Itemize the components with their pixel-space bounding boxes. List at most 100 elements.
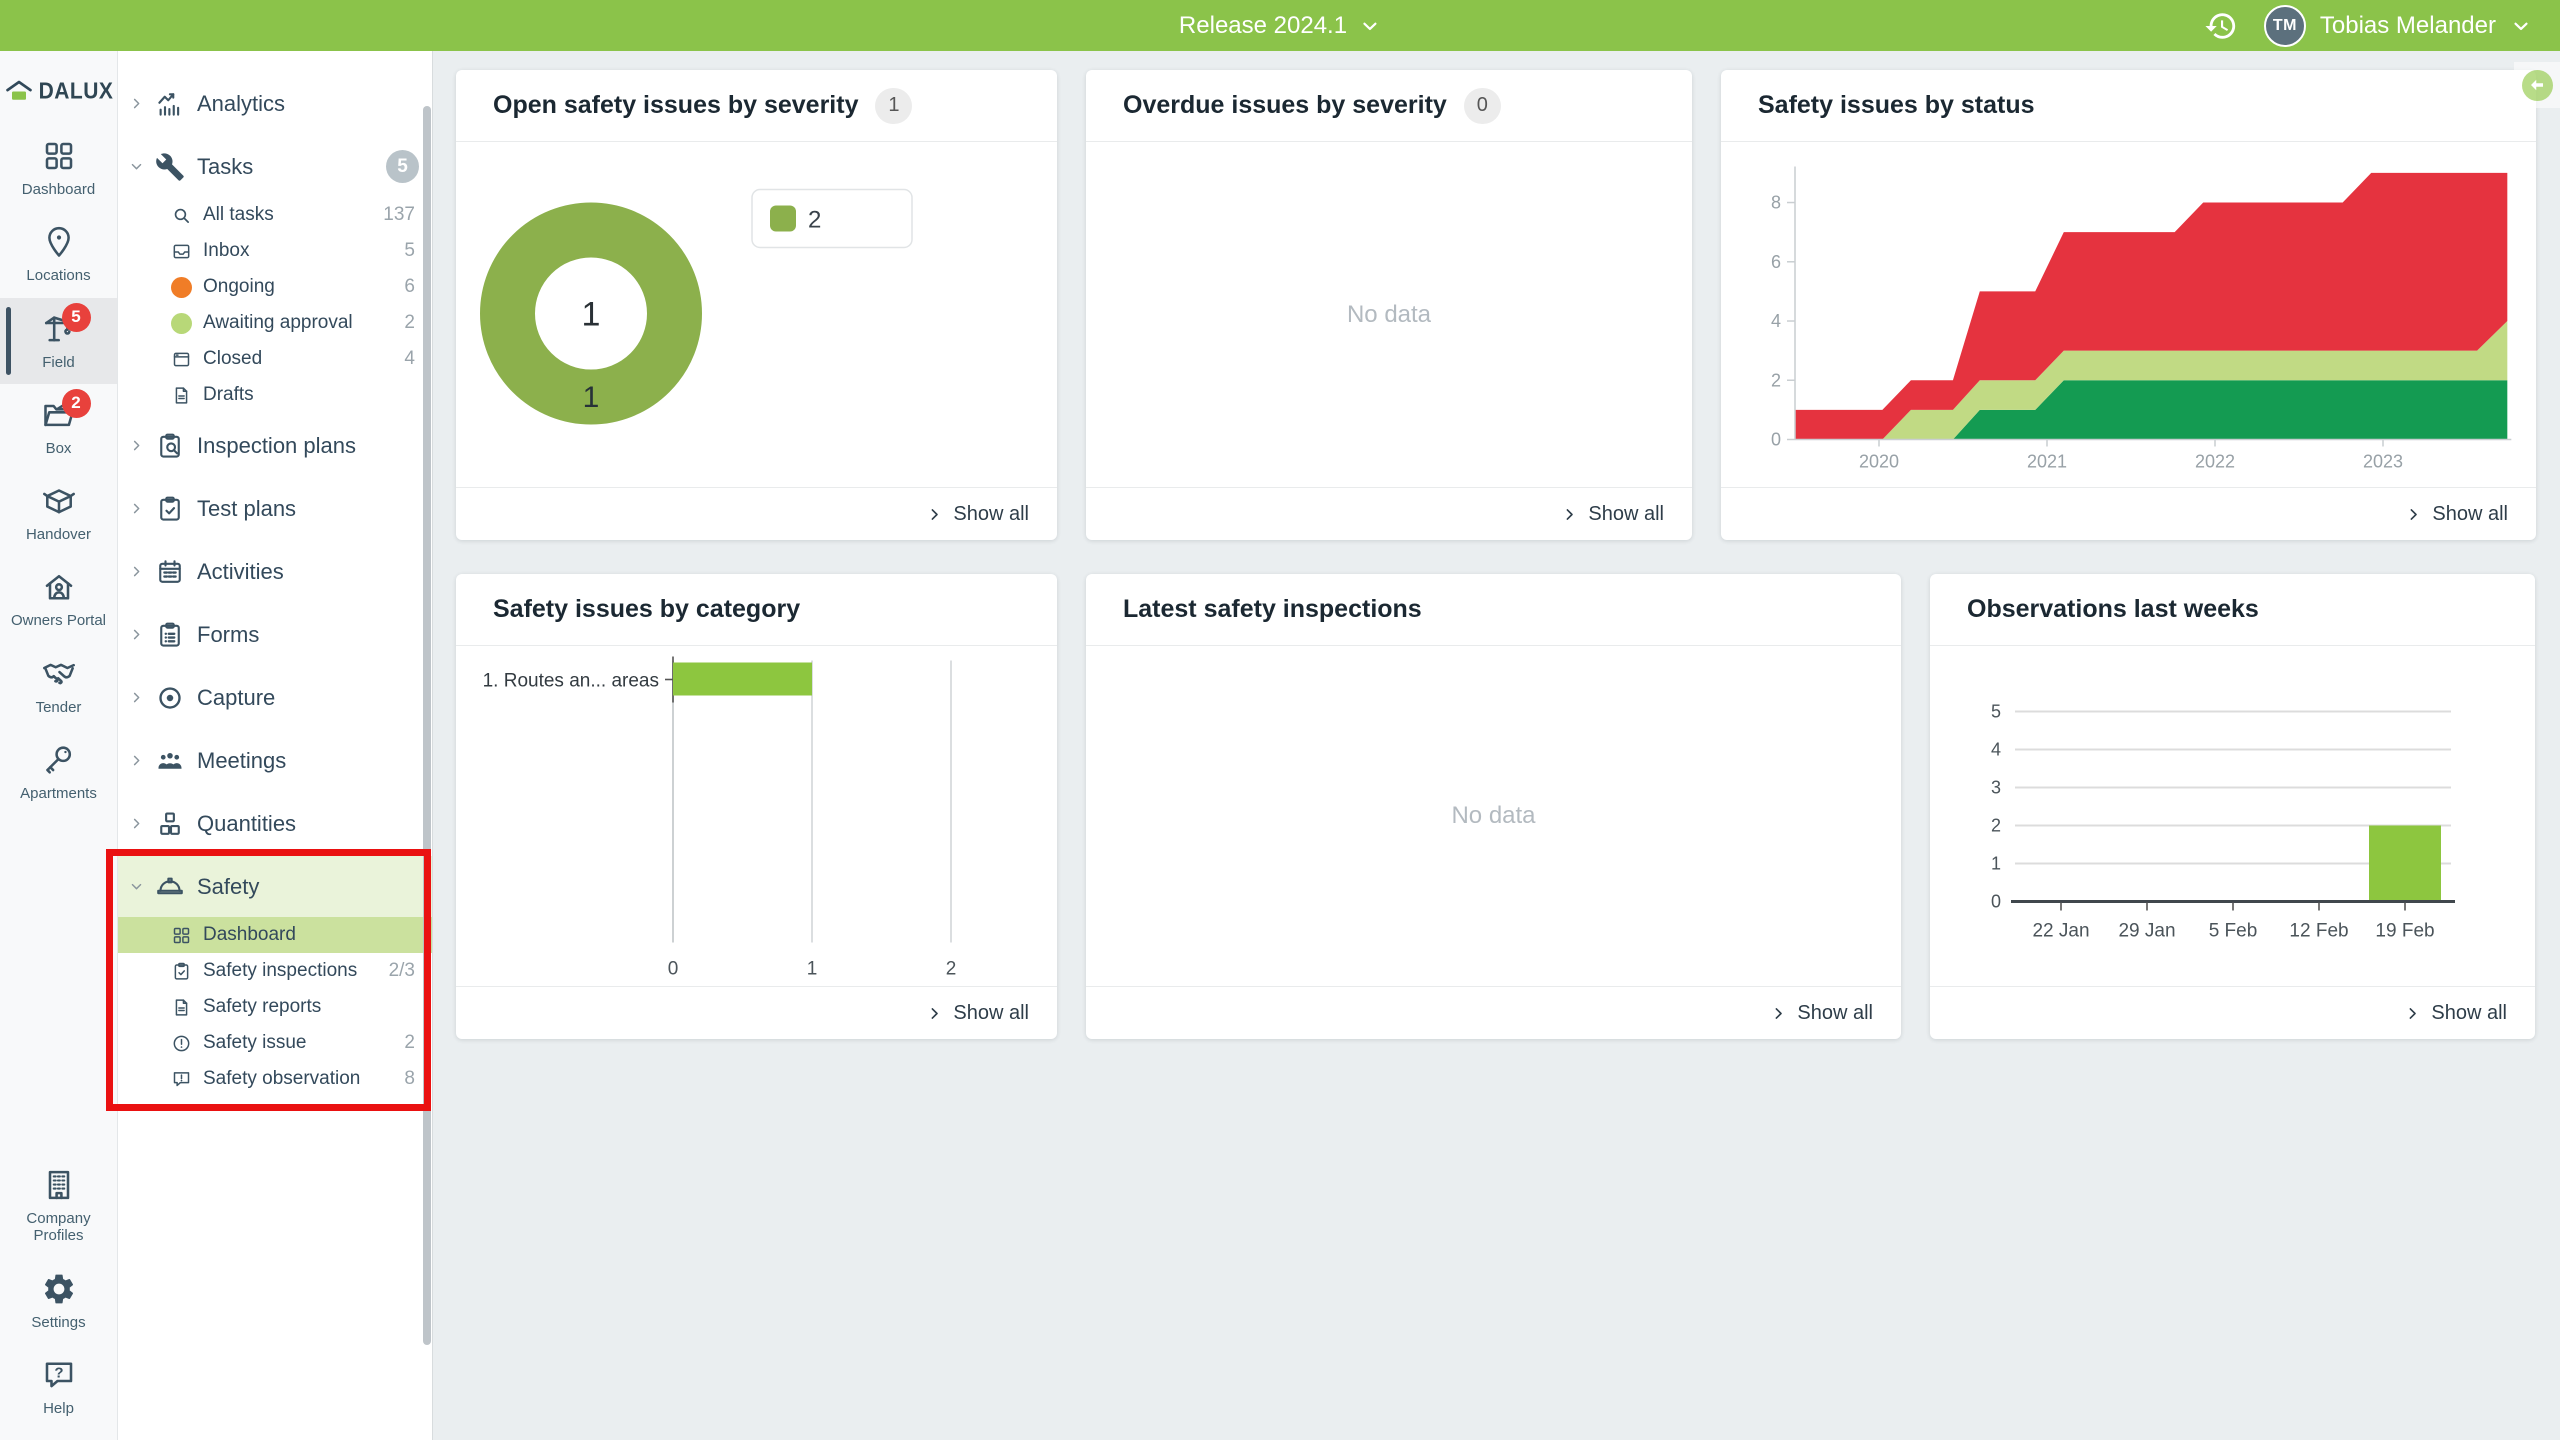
sidebar-item-safety-issue[interactable]: Safety issue 2 <box>118 1025 432 1061</box>
card-latest-safety-inspections: Latest safety inspections No data Show all <box>1086 574 1901 1039</box>
rail-item-field[interactable]: 5 Field <box>0 297 117 384</box>
sidebar-item-label: Drafts <box>203 384 254 405</box>
svg-text:4: 4 <box>1771 311 1781 331</box>
alert-circle-icon <box>171 1033 192 1054</box>
sidebar-item-inspection-plans[interactable]: Inspection plans <box>118 415 432 476</box>
chevron-right-icon <box>129 564 155 579</box>
pin-icon <box>41 224 77 260</box>
card-header: Observations last weeks <box>1930 574 2535 646</box>
sidebar-item-all-tasks[interactable]: All tasks 137 <box>118 197 432 233</box>
rail-item-box[interactable]: 2 Box <box>0 384 117 470</box>
rail-item-settings[interactable]: Settings <box>0 1258 117 1344</box>
rail-item-tender[interactable]: Tender <box>0 643 117 729</box>
doc-icon <box>171 997 192 1018</box>
no-data-label: No data <box>1451 802 1536 829</box>
sidebar-item-test-plans[interactable]: Test plans <box>118 478 432 539</box>
svg-text:2022: 2022 <box>2195 452 2235 472</box>
sidebar-item-label: Activities <box>197 558 284 584</box>
rail-item-label: Company Profiles <box>26 1210 91 1245</box>
card-chart-area: 0 1 2 3 4 5 22 Jan 29 Jan 5 Feb 12 Feb 19 Feb <box>1930 646 2535 986</box>
show-all-button[interactable]: Show all <box>1086 986 1901 1039</box>
sidebar-item-safety-observation[interactable]: Safety observation 8 <box>118 1061 432 1097</box>
show-all-button[interactable]: Show all <box>1930 986 2535 1039</box>
sidebar-item-label: Safety reports <box>203 996 322 1017</box>
sidebar-item-safety-reports[interactable]: Safety reports <box>118 989 432 1025</box>
rail-item-owners-portal[interactable]: Owners Portal <box>0 556 117 642</box>
card-observations-last-weeks: Observations last weeks 0 1 2 3 4 5 22 Jan 29 Ja… <box>1930 574 2535 1039</box>
card-overdue-issues-by-severity: Overdue issues by severity 0 No data Show a… <box>1086 70 1692 540</box>
sidebar-item-awaiting-approval[interactable]: Awaiting approval 2 <box>118 305 432 341</box>
sidebar-item-closed[interactable]: Closed 4 <box>118 341 432 377</box>
bar-19-feb <box>2369 825 2441 902</box>
open-box-icon <box>41 483 77 519</box>
avatar: TM <box>2263 4 2306 47</box>
show-all-label: Show all <box>1588 502 1664 525</box>
sidebar-item-label: Safety inspections <box>203 960 358 981</box>
svg-text:8: 8 <box>1771 193 1781 213</box>
chevron-right-icon <box>129 627 155 642</box>
area-band-red <box>1795 172 2508 440</box>
area-band-light-green <box>1795 321 2508 440</box>
chevron-down-icon <box>129 159 155 174</box>
show-all-button[interactable]: Show all <box>1721 487 2536 540</box>
chevron-down-icon <box>129 879 155 894</box>
sidebar-item-label: Ongoing <box>203 276 275 297</box>
rail-item-locations[interactable]: Locations <box>0 211 117 297</box>
sidebar-item-forms[interactable]: Forms <box>118 604 432 665</box>
doc-icon <box>171 385 192 406</box>
sidebar-item-quantities[interactable]: Quantities <box>118 793 432 854</box>
sidebar-item-label: Meetings <box>197 747 287 773</box>
show-all-button[interactable]: Show all <box>456 986 1057 1039</box>
sidebar-item-count: 5 <box>404 240 415 261</box>
house-person-icon <box>41 569 77 605</box>
rail-item-company-profiles[interactable]: Company Profiles <box>0 1154 117 1258</box>
sidebar-item-safety-inspections[interactable]: Safety inspections 2/3 <box>118 953 432 989</box>
sidebar-item-analytics[interactable]: Analytics <box>118 73 432 134</box>
chevron-right-icon <box>129 753 155 768</box>
sidebar-scrollbar[interactable] <box>423 106 431 1345</box>
sidebar-item-dashboard[interactable]: Dashboard <box>118 917 432 953</box>
rail-item-handover[interactable]: Handover <box>0 470 117 556</box>
svg-text:5 Feb: 5 Feb <box>2209 921 2258 942</box>
rail-item-help[interactable]: ? Help <box>0 1344 117 1430</box>
user-menu[interactable]: TM Tobias Melander <box>2263 4 2532 47</box>
history-icon[interactable] <box>2204 9 2238 43</box>
svg-text:2: 2 <box>1991 816 2001 836</box>
svg-text:19 Feb: 19 Feb <box>2375 921 2434 942</box>
sidebar-item-count: 6 <box>404 276 415 297</box>
show-all-label: Show all <box>953 502 1029 525</box>
card-title: Safety issues by status <box>1758 91 2035 119</box>
sidebar-item-safety[interactable]: Safety <box>118 856 432 917</box>
collapse-panel-button[interactable] <box>2514 62 2560 108</box>
svg-text:3: 3 <box>1991 778 2001 798</box>
chevron-right-icon <box>129 501 155 516</box>
show-all-button[interactable]: Show all <box>456 487 1057 540</box>
show-all-button[interactable]: Show all <box>1086 487 1692 540</box>
logo-text: DALUX <box>38 78 114 105</box>
topbar: Release 2024.1 TM Tobias Melander <box>0 0 2560 51</box>
sidebar-item-capture[interactable]: Capture <box>118 667 432 728</box>
svg-text:2: 2 <box>946 959 957 980</box>
svg-text:22 Jan: 22 Jan <box>2032 921 2089 942</box>
rail-item-label: Locations <box>26 267 91 285</box>
rail-item-label: Apartments <box>20 784 97 802</box>
rail-item-apartments[interactable]: Apartments <box>0 729 117 815</box>
sidebar-item-label: Safety issue <box>203 1032 307 1053</box>
card-chart-area: No data <box>1086 646 1901 986</box>
stacked-area-chart: 0 2 4 6 8 2020 2021 2022 2023 <box>1771 166 2512 472</box>
sidebar-item-count: 2/3 <box>388 960 415 981</box>
sidebar-item-activities[interactable]: Activities <box>118 541 432 602</box>
sidebar-item-ongoing[interactable]: Ongoing 6 <box>118 269 432 305</box>
svg-text:?: ? <box>54 1364 63 1381</box>
sidebar-item-drafts[interactable]: Drafts <box>118 377 432 413</box>
sidebar-item-inbox[interactable]: Inbox 5 <box>118 233 432 269</box>
sidebar-item-tasks[interactable]: Tasks 5 <box>118 136 432 197</box>
dalux-logo[interactable]: DALUX <box>0 51 117 125</box>
clipboard-search-icon <box>155 431 185 461</box>
clipboard-check-icon <box>155 494 185 524</box>
sidebar-item-meetings[interactable]: Meetings <box>118 730 432 791</box>
handshake-icon <box>41 656 77 692</box>
rail-item-dashboard[interactable]: Dashboard <box>0 125 117 211</box>
notification-badge: 5 <box>61 302 91 332</box>
release-selector[interactable]: Release 2024.1 <box>1179 12 1381 40</box>
